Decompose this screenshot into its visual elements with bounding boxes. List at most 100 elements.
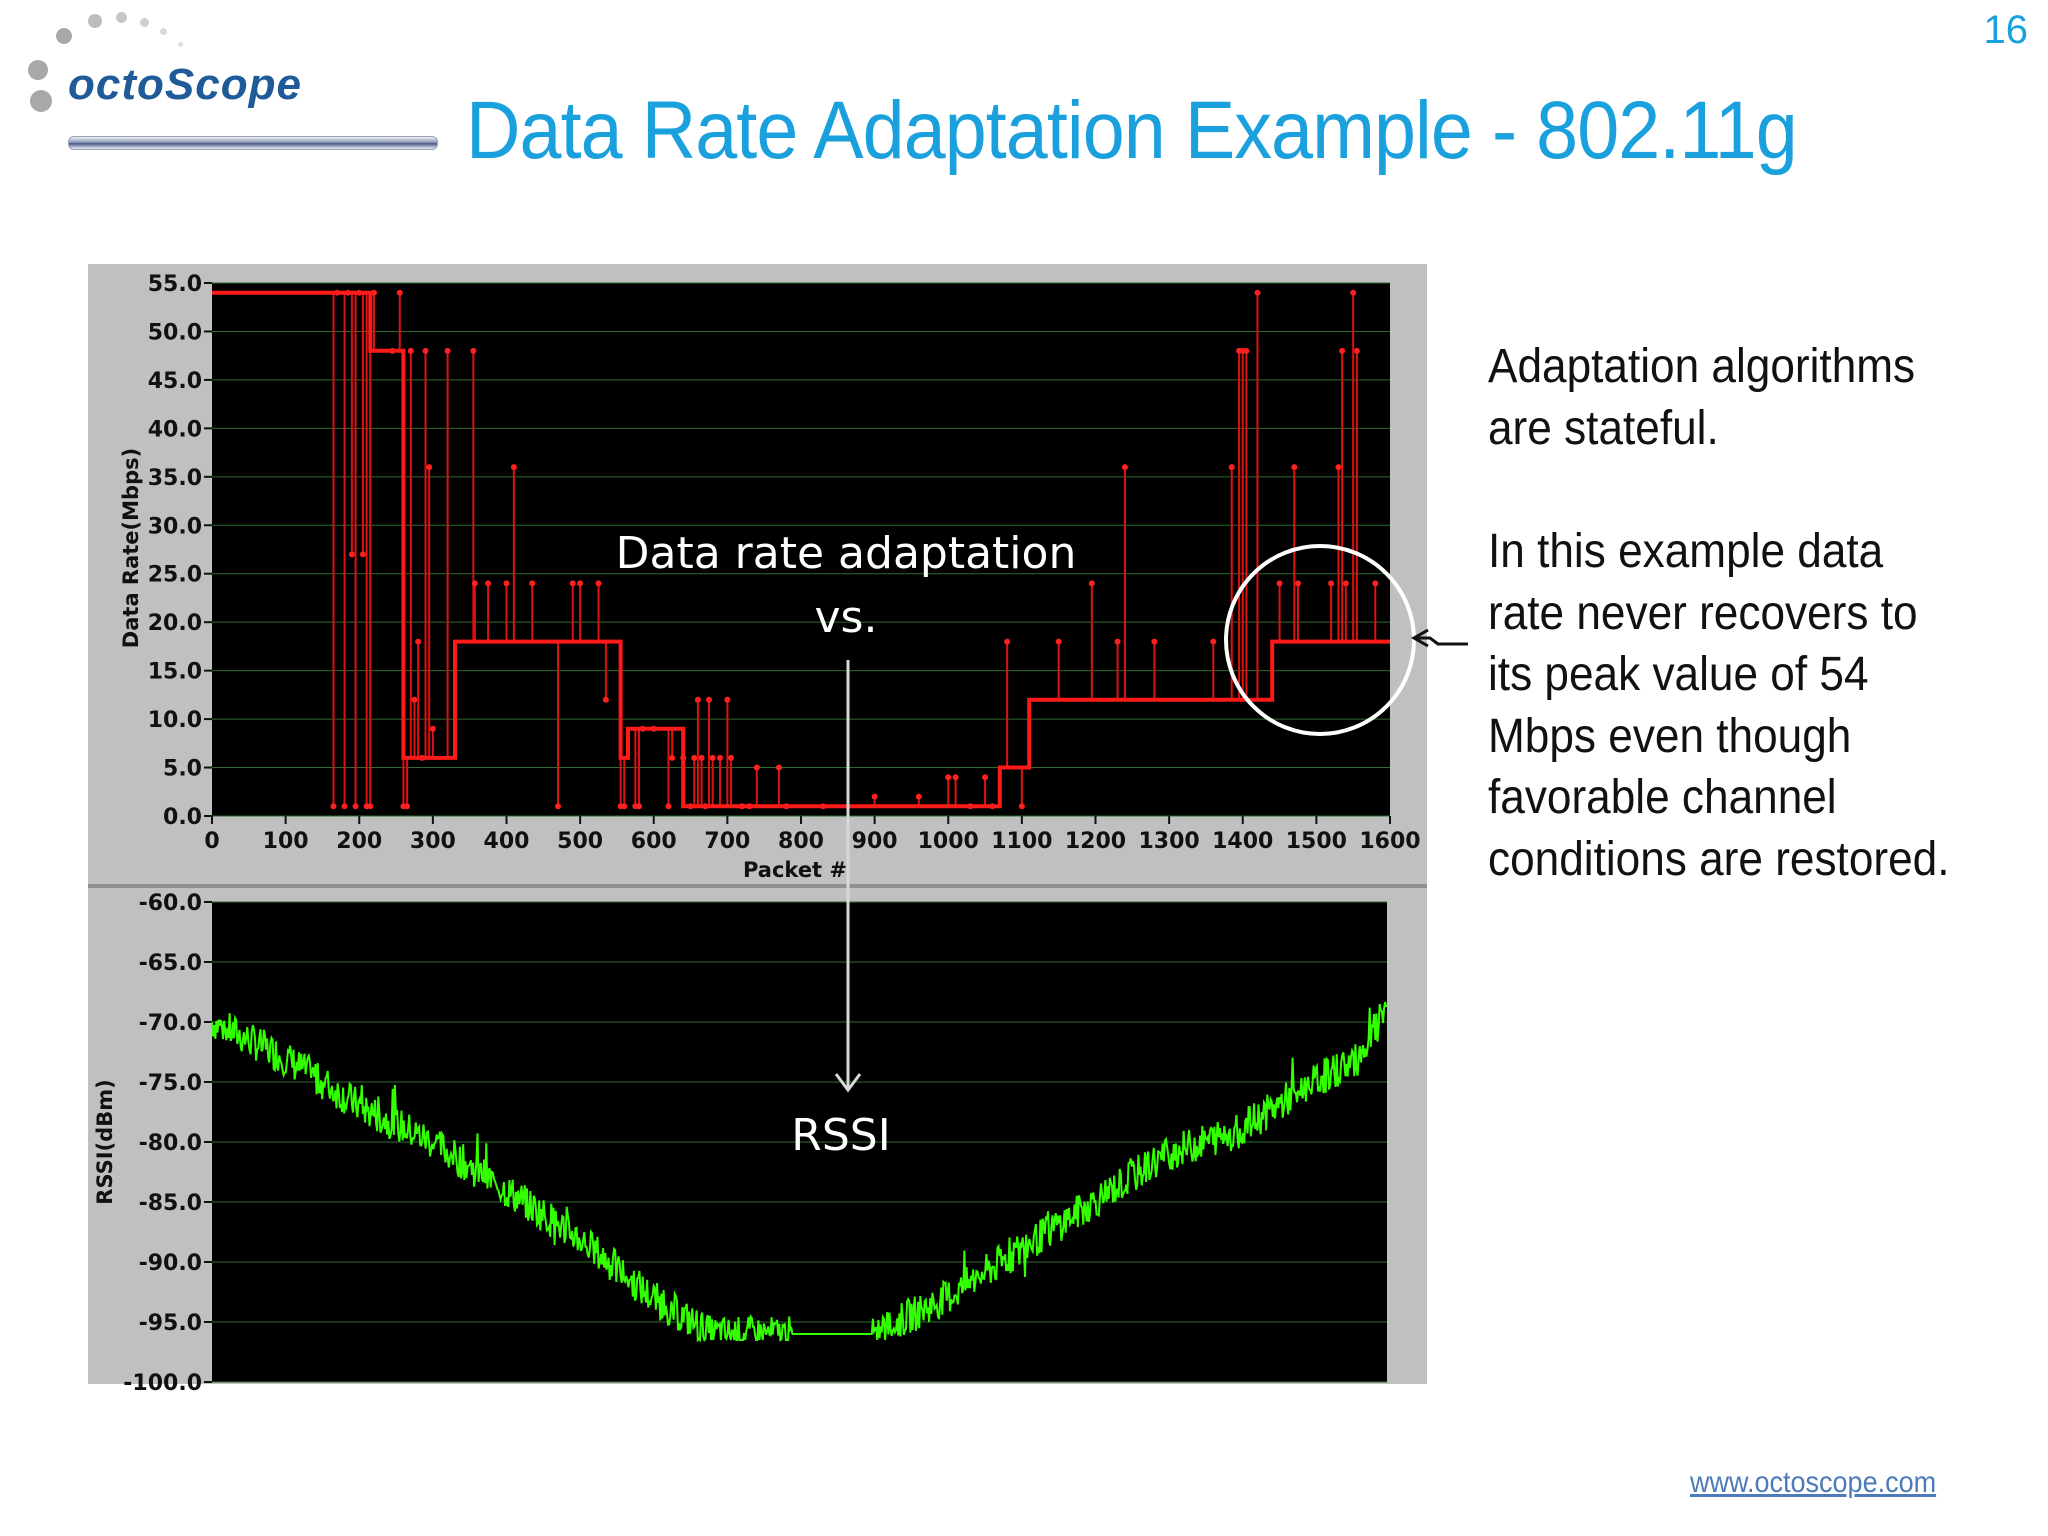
rate-point bbox=[595, 580, 602, 587]
rate-point bbox=[952, 774, 959, 781]
rate-point bbox=[415, 638, 422, 645]
rate-point bbox=[709, 754, 716, 761]
rate-point bbox=[621, 803, 628, 810]
rssi-y-axis-title: RSSI(dBm) bbox=[93, 1079, 117, 1204]
logo-underline-bar bbox=[68, 136, 438, 150]
rate-x-tick-label: 1200 bbox=[1065, 829, 1126, 854]
rate-point bbox=[485, 580, 492, 587]
rate-point bbox=[1353, 347, 1360, 354]
rate-point bbox=[1228, 464, 1235, 471]
rate-point bbox=[1372, 580, 1379, 587]
rate-x-tick-label: 1500 bbox=[1286, 829, 1347, 854]
chart-divider bbox=[88, 884, 1427, 888]
rate-y-tick-label: 50.0 bbox=[148, 320, 202, 345]
rate-y-tick-label: 25.0 bbox=[148, 563, 202, 588]
pointer-arrow-head bbox=[1410, 628, 1429, 648]
rate-point bbox=[348, 551, 355, 558]
rate-point bbox=[370, 289, 377, 296]
rate-point bbox=[1254, 289, 1261, 296]
rate-point bbox=[636, 803, 643, 810]
side-text-paragraph-1: Adaptation algorithms are stateful. bbox=[1488, 340, 1916, 455]
rssi-grid bbox=[212, 901, 1387, 1383]
rate-y-tick-label: 55.0 bbox=[148, 272, 202, 297]
rate-point bbox=[1151, 638, 1158, 645]
rate-point bbox=[945, 774, 952, 781]
rate-point bbox=[753, 764, 760, 771]
rate-point bbox=[1328, 580, 1335, 587]
rate-point bbox=[1342, 580, 1349, 587]
rate-x-tick-label: 800 bbox=[778, 829, 824, 854]
rate-point bbox=[669, 754, 676, 761]
rssi-y-tick-label: -75.0 bbox=[139, 1071, 202, 1096]
rate-x-tick-label: 1300 bbox=[1139, 829, 1200, 854]
side-text-paragraph-2: In this example data rate never recovers… bbox=[1488, 525, 1950, 886]
rate-point bbox=[1114, 638, 1121, 645]
rate-point bbox=[694, 696, 701, 703]
logo-dot-1 bbox=[28, 60, 48, 80]
rssi-y-tick-label: -70.0 bbox=[139, 1011, 202, 1036]
rate-point bbox=[1276, 580, 1283, 587]
rssi-y-tick-label: -85.0 bbox=[139, 1191, 202, 1216]
rssi-series-line bbox=[211, 1001, 1388, 1343]
rate-point bbox=[341, 803, 348, 810]
logo-dot-5 bbox=[116, 12, 127, 23]
rate-x-tick-label: 300 bbox=[410, 829, 456, 854]
rate-point bbox=[1350, 289, 1357, 296]
rssi-y-tick-label: -60.0 bbox=[139, 891, 202, 916]
slide-number: 16 bbox=[1983, 8, 2029, 52]
rate-x-tick-label: 100 bbox=[263, 829, 309, 854]
logo-dot-7 bbox=[160, 28, 167, 35]
rate-point bbox=[426, 464, 433, 471]
rate-point bbox=[982, 774, 989, 781]
rssi-y-tick-label: -80.0 bbox=[139, 1131, 202, 1156]
slide-title: Data Rate Adaptation Example - 802.11g bbox=[466, 85, 1798, 176]
rate-x-tick-label: 900 bbox=[852, 829, 898, 854]
rate-point bbox=[330, 803, 337, 810]
overlay-arrow-head bbox=[834, 1073, 862, 1093]
rate-x-tick-label: 200 bbox=[336, 829, 382, 854]
rate-point bbox=[503, 580, 510, 587]
rate-point bbox=[1339, 347, 1346, 354]
footer-website-link[interactable]: www.octoscope.com bbox=[1690, 1466, 1937, 1499]
rssi-y-tick-label: -100.0 bbox=[123, 1371, 202, 1396]
rate-point bbox=[775, 764, 782, 771]
rate-y-tick-label: 40.0 bbox=[148, 417, 202, 442]
rate-point bbox=[1291, 464, 1298, 471]
rate-point bbox=[915, 793, 922, 800]
overlay-label-line2: vs. bbox=[815, 592, 878, 643]
rate-point bbox=[429, 725, 436, 732]
rate-point bbox=[470, 347, 477, 354]
side-text: Adaptation algorithms are stateful. In t… bbox=[1488, 336, 1966, 952]
logo-dot-3 bbox=[56, 28, 72, 44]
rate-spikes bbox=[330, 289, 1379, 810]
rate-point bbox=[577, 580, 584, 587]
rate-point bbox=[1243, 347, 1250, 354]
rate-x-ticks: 0 100 200 300 400 500 600 700 800 900 1000 1100 1200… bbox=[204, 816, 1421, 854]
rate-point bbox=[602, 696, 609, 703]
rate-point bbox=[407, 347, 414, 354]
rate-point bbox=[705, 696, 712, 703]
rate-point bbox=[411, 696, 418, 703]
rate-point bbox=[444, 347, 451, 354]
rate-point bbox=[728, 754, 735, 761]
rate-point bbox=[359, 551, 366, 558]
rate-y-tick-label: 20.0 bbox=[148, 611, 202, 636]
rate-y-tick-label: 5.0 bbox=[163, 757, 202, 782]
rate-grid bbox=[212, 282, 1390, 817]
rate-point bbox=[569, 580, 576, 587]
rate-point bbox=[1055, 638, 1062, 645]
rate-point bbox=[396, 289, 403, 296]
overlay-label-line3: RSSI bbox=[791, 1110, 890, 1161]
rssi-y-tick-label: -65.0 bbox=[139, 951, 202, 976]
rate-point bbox=[1088, 580, 1095, 587]
rate-point bbox=[1335, 464, 1342, 471]
overlay-label-line1: Data rate adaptation bbox=[616, 528, 1077, 579]
rate-y-tick-label: 35.0 bbox=[148, 466, 202, 491]
rate-x-tick-label: 700 bbox=[704, 829, 750, 854]
logo-dot-6 bbox=[140, 18, 149, 27]
rate-point bbox=[352, 803, 359, 810]
rate-x-tick-label: 0 bbox=[204, 829, 219, 854]
rate-point bbox=[529, 580, 536, 587]
rssi-y-ticks: -60.0 -65.0 -70.0 -75.0 -80.0 -85.0 -90.0 -95.0… bbox=[123, 891, 212, 1396]
